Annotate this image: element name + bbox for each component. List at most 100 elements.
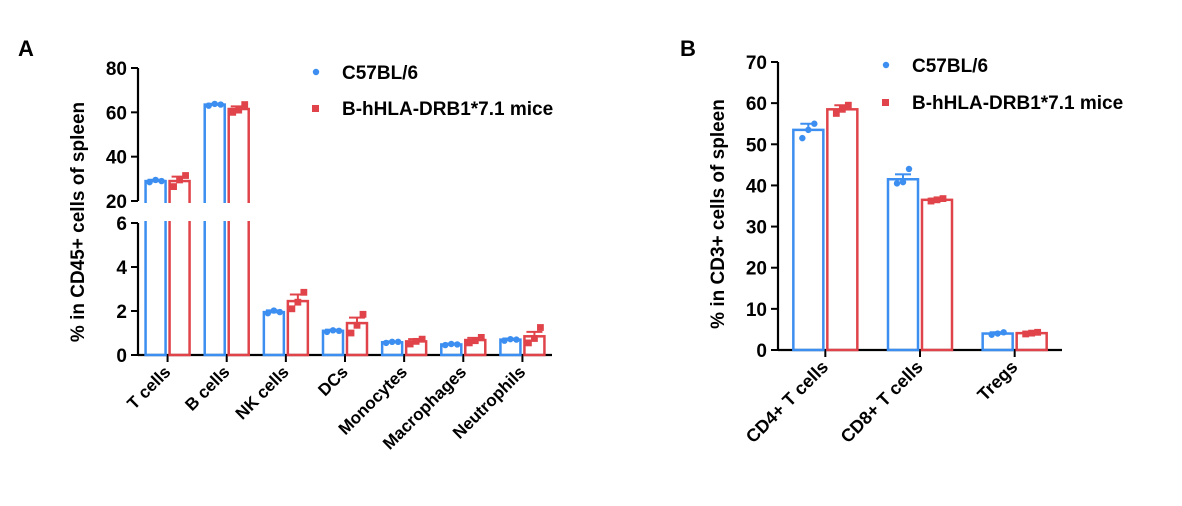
point-monocytes-series-2 xyxy=(406,340,414,348)
point-macrophages-series-2 xyxy=(471,337,479,345)
point-t-cells-series-1 xyxy=(146,178,153,186)
y-tick-label: 20 xyxy=(106,192,127,213)
legend-label-c57bl6: C57BL/6 xyxy=(342,63,418,84)
legend-label-hla: B-hHLA-DRB1*7.1 mice xyxy=(912,93,1123,114)
x-tick-label-dcs: DCs xyxy=(314,362,351,399)
point-cd4-t-cells-series-2 xyxy=(832,110,840,117)
point-neutrophils-series-1 xyxy=(513,336,520,343)
y-tick-label: 60 xyxy=(746,94,767,115)
y-tick-label: 6 xyxy=(116,214,127,235)
point-monocytes-series-1 xyxy=(394,338,402,345)
point-cd4-t-cells-series-1 xyxy=(799,134,806,142)
panel-a-label: A xyxy=(18,36,34,61)
point-tregs-series-1 xyxy=(1000,329,1007,336)
bar-b-cells-series-2 xyxy=(227,107,250,357)
panel-b: B % in CD3+ cells of spleen 0 10 20 30 40 50 6… xyxy=(680,36,1123,447)
point-cd8-t-cells-series-2 xyxy=(933,196,941,204)
legend-marker-hla xyxy=(882,99,889,106)
point-monocytes-series-1 xyxy=(388,338,396,345)
point-cd4-t-cells-series-1 xyxy=(805,126,812,134)
point-tregs-series-1 xyxy=(988,331,995,338)
point-b-cells-series-2 xyxy=(241,101,249,108)
bar-cd4-t-cells-series-1 xyxy=(792,128,825,352)
point-nk-cells-series-1 xyxy=(276,308,284,316)
point-monocytes-series-2 xyxy=(412,337,420,345)
y-tick-label: 40 xyxy=(106,148,127,169)
legend-label-c57bl6: C57BL/6 xyxy=(912,56,988,77)
point-nk-cells-series-2 xyxy=(288,305,296,313)
point-dcs-series-2 xyxy=(359,310,367,318)
point-dcs-series-1 xyxy=(323,328,331,336)
panel-a-y-axis-label: % in CD45+ cells of spleen xyxy=(68,102,89,342)
point-dcs-series-1 xyxy=(329,327,337,334)
point-tregs-series-2 xyxy=(1034,328,1042,336)
point-t-cells-series-2 xyxy=(176,176,183,184)
panel-a-marks xyxy=(140,100,554,357)
y-tick-label: 4 xyxy=(116,258,127,279)
point-t-cells-series-1 xyxy=(158,177,165,185)
point-cd4-t-cells-series-1 xyxy=(811,120,818,127)
point-b-cells-series-1 xyxy=(211,100,218,108)
x-tick-label-t-cells: T cells xyxy=(124,362,175,413)
panel-b-y-axis-label: % in CD3+ cells of spleen xyxy=(708,99,729,329)
point-cd8-t-cells-series-1 xyxy=(893,180,901,187)
panel-b-label: B xyxy=(680,36,696,61)
point-cd8-t-cells-series-2 xyxy=(939,195,947,202)
point-monocytes-series-2 xyxy=(418,335,426,343)
point-cd4-t-cells-series-2 xyxy=(844,101,852,109)
point-b-cells-series-2 xyxy=(229,108,237,116)
y-tick-label: 30 xyxy=(746,218,767,239)
point-macrophages-series-1 xyxy=(454,341,461,348)
point-nk-cells-series-2 xyxy=(294,298,302,306)
y-tick-label: 70 xyxy=(746,53,767,74)
panel-b-legend: C57BL/6 B-hHLA-DRB1*7.1 mice xyxy=(882,56,1123,114)
point-neutrophils-series-1 xyxy=(507,335,514,343)
y-tick-label: 40 xyxy=(746,176,767,197)
legend-marker-hla xyxy=(312,105,319,112)
panel-b-marks xyxy=(792,101,1048,352)
point-cd8-t-cells-series-1 xyxy=(905,165,913,173)
bar-cd8-t-cells-series-1 xyxy=(886,178,920,352)
y-tick-label: 2 xyxy=(116,302,127,323)
point-cd8-t-cells-series-2 xyxy=(927,197,935,205)
y-tick-label: 0 xyxy=(756,341,767,362)
point-t-cells-series-2 xyxy=(182,172,189,179)
x-tick-label-nk-cells: NK cells xyxy=(232,362,293,423)
bar-cd8-t-cells-series-2 xyxy=(920,198,954,352)
x-tick-label-cd8-t-cells: CD8+ T cells xyxy=(837,357,927,447)
panel-a-legend: C57BL/6 B-hHLA-DRB1*7.1 mice xyxy=(312,63,553,120)
y-tick-label: 10 xyxy=(746,300,767,321)
x-tick-label-cd4-t-cells: CD4+ T cells xyxy=(742,357,832,447)
point-b-cells-series-1 xyxy=(217,101,224,108)
x-tick-label-tregs: Tregs xyxy=(973,357,1021,405)
y-tick-label: 50 xyxy=(746,135,767,156)
point-dcs-series-2 xyxy=(347,329,355,337)
point-t-cells-series-2 xyxy=(170,183,177,190)
point-b-cells-series-1 xyxy=(205,102,212,109)
point-tregs-series-2 xyxy=(1022,330,1030,338)
legend-marker-c57bl6 xyxy=(882,61,890,69)
bar-cd4-t-cells-series-2 xyxy=(826,108,859,352)
bar-b-cells-series-1 xyxy=(203,103,226,357)
bar-nk-cells-series-1 xyxy=(262,310,286,357)
point-macrophages-series-2 xyxy=(465,339,473,347)
y-tick-label: 0 xyxy=(116,346,127,367)
point-cd4-t-cells-series-2 xyxy=(838,105,846,113)
point-nk-cells-series-1 xyxy=(264,310,272,317)
x-tick-label-b-cells: B cells xyxy=(181,362,233,414)
point-neutrophils-series-2 xyxy=(525,339,532,347)
point-tregs-series-1 xyxy=(994,330,1001,337)
legend-label-hla: B-hHLA-DRB1*7.1 mice xyxy=(342,99,553,120)
legend-marker-c57bl6 xyxy=(312,68,320,76)
y-tick-label: 80 xyxy=(106,59,127,80)
panel-a: A % in CD45+ cells of spleen 0 2 4 620 40 60 8… xyxy=(18,36,554,453)
axis-break-gap xyxy=(140,203,554,221)
point-nk-cells-series-1 xyxy=(270,307,278,314)
point-neutrophils-series-2 xyxy=(537,324,544,331)
point-neutrophils-series-1 xyxy=(501,337,508,344)
point-neutrophils-series-2 xyxy=(531,335,538,342)
point-nk-cells-series-2 xyxy=(300,288,308,296)
point-macrophages-series-1 xyxy=(448,340,455,348)
point-macrophages-series-1 xyxy=(442,341,449,349)
